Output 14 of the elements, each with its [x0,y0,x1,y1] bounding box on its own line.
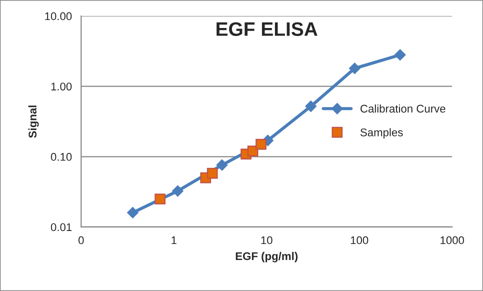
y-tick-label: 0.01 [50,223,72,232]
y-tick-label: 0.10 [50,152,72,161]
y-axis-title: Signal [28,106,39,138]
x-tick-label: 100 [350,236,368,244]
y-tick-label: 1.00 [51,82,72,90]
legend-label: Samples [360,128,403,139]
y-tick-label: 10.00 [45,12,72,20]
legend-label: Calibration Curve [360,104,446,113]
x-axis-title: EGF (pg/ml) [236,252,298,262]
x-tick-label: 10 [261,236,272,244]
x-tick-label: 0 [78,236,84,244]
x-tick-label: 1000 [440,236,464,244]
x-tick-label: 1 [172,236,176,244]
chart-title: EGF ELISA [216,22,318,36]
